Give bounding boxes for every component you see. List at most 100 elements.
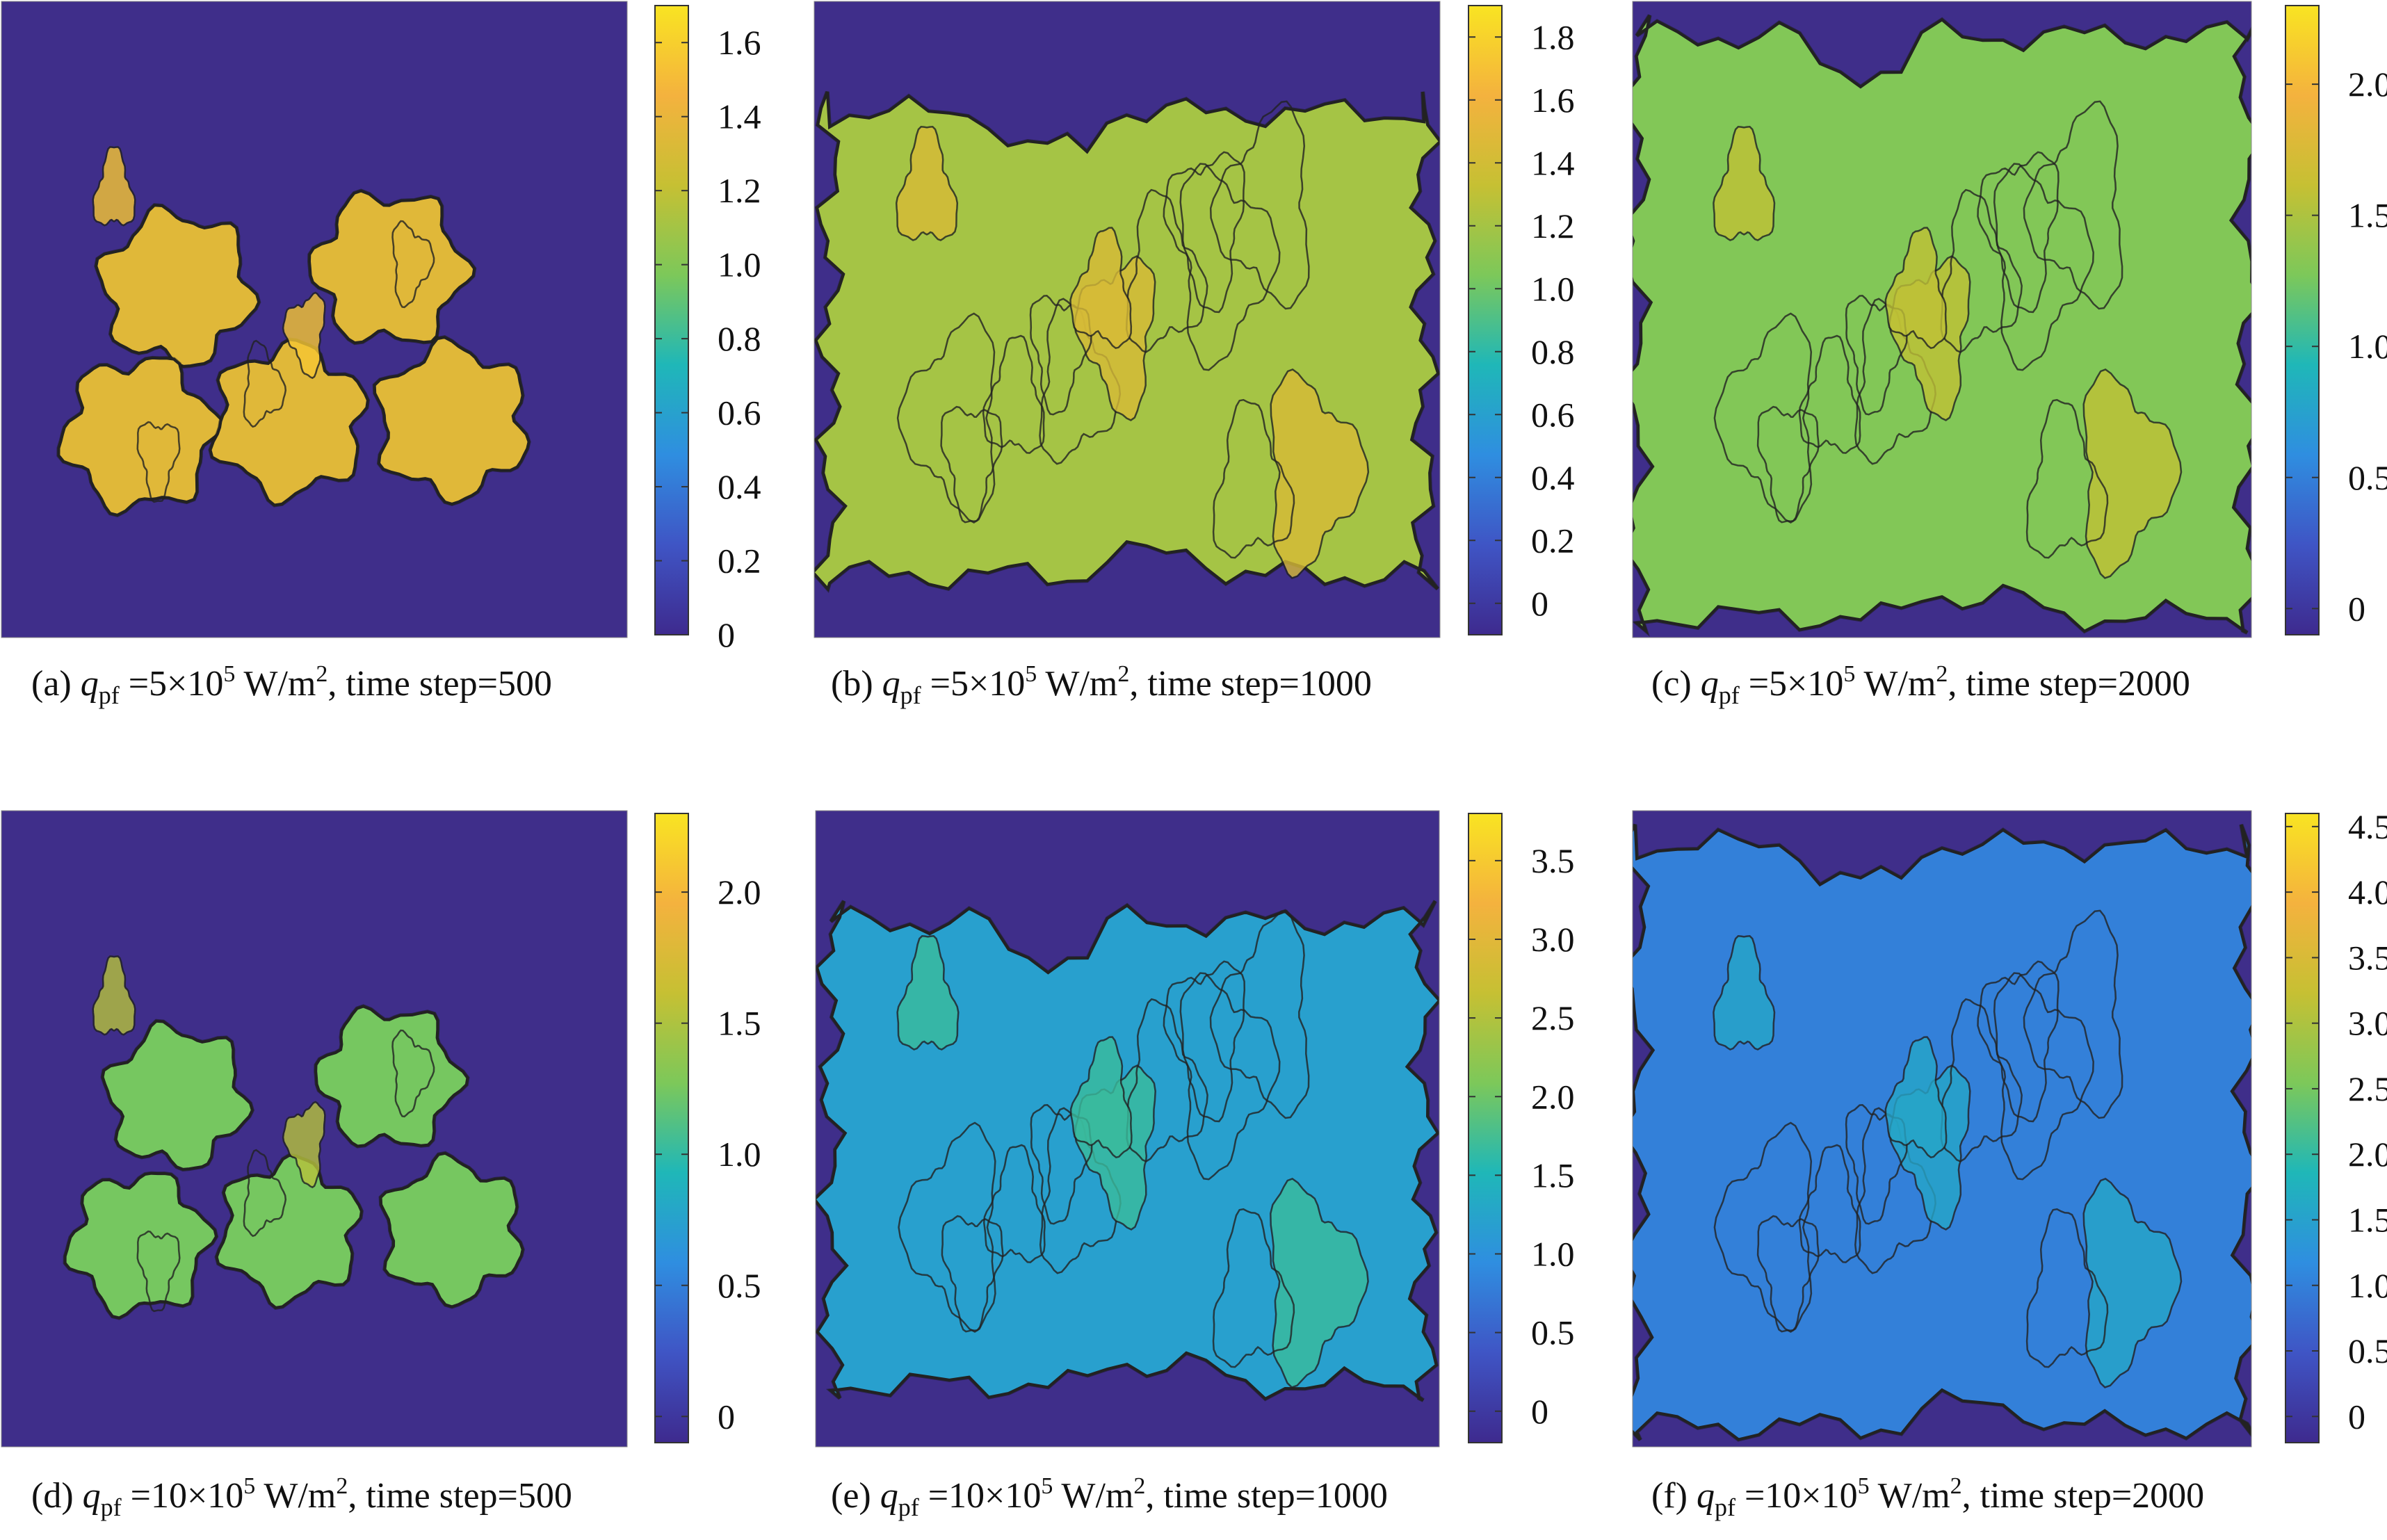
contour-line [1884,227,1948,350]
panel-caption: (e) qpf =10×105 W/m2, time step=1000 [831,1473,1388,1521]
panel-d: 0 0.5 1.0 1.5 2.0 (d) qpf =10×105 W/m2, time … [1,810,761,1521]
colorbar-tick-label: 0.4 [1531,458,1575,497]
colorbar-tick-label: 1.0 [718,1135,761,1174]
colorbar-tick-label: 0.5 [1531,1313,1575,1352]
contour-line [1993,972,2094,1181]
panel-c: 0 0.5 1.0 1.5 2.0 (c) qpf =5×105 W/m2, time s… [1632,1,2387,709]
contour-line [282,291,326,380]
panel-caption: (c) qpf =5×105 W/m2, time step=2000 [1651,661,2190,709]
panel-caption: (d) qpf =10×105 W/m2, time step=500 [31,1473,572,1521]
colorbar-tick-label: 0 [2348,1397,2365,1436]
contour-line [2025,398,2109,559]
colorbar-tick-label: 1.6 [1531,81,1575,120]
colorbar-tick-label: 1.4 [1531,143,1575,182]
colorbar-tick-label: 0.8 [1531,332,1575,371]
grain [101,1019,254,1171]
contour-line [1069,227,1133,350]
grain [209,338,369,507]
contour-line [1212,1208,1295,1368]
contour-line [1163,151,1245,314]
contour-line [1126,998,1208,1162]
colorbar-tick-label: 0.6 [1531,395,1575,434]
colorbar-tick-label: 1.0 [718,245,761,284]
contour-line [1209,909,1310,1119]
contour-line [2082,1177,2183,1388]
colorbar-tick-label: 2.0 [1531,1077,1575,1116]
phase-field [56,146,531,517]
colorbar-tick-label: 2.0 [718,873,761,911]
colorbar-tick-label: 0 [1531,1392,1548,1431]
contour-line [136,421,181,503]
panel-caption: (a) qpf =5×105 W/m2, time step=500 [31,661,552,709]
contour-line [2023,100,2123,310]
grain [307,189,476,345]
colorbar-tick-label: 3.5 [1531,841,1575,880]
contour-line [1756,405,1820,524]
panel-b: 0 0.2 0.4 0.6 0.8 1.0 1.2 1.4 1.6 1.8 (b) qpf =5×1… [814,1,1575,709]
colorbar-tick-label: 0.8 [718,319,761,358]
grain [63,1172,218,1320]
colorbar-tick-label: 1.0 [1531,1235,1575,1274]
colorbar-tick-label: 2.0 [2348,1135,2387,1174]
colorbar [2285,813,2320,1443]
contour-line [1713,312,1813,524]
plot-frame [815,810,1440,1448]
contour-line [982,334,1045,454]
colorbar-tick-label: 2.5 [2348,1069,2387,1108]
contour-line [982,1144,1046,1263]
contour-line [1125,188,1208,353]
contour-line [391,1029,435,1118]
plot-frame [1632,810,2252,1448]
contour-line [896,312,996,524]
contour-line [2025,1208,2109,1368]
plot-frame [814,1,1441,638]
panel-e: 0 0.5 1.0 1.5 2.0 2.5 3.0 3.5 (e) qpf =10×105 W/… [815,810,1575,1521]
contour-line [898,1121,996,1334]
contour-line [1884,1036,1948,1159]
contour-line [1163,960,1246,1123]
contour-line [391,220,435,309]
contour-line [243,1149,287,1238]
panel-caption: (f) qpf =10×105 W/m2, time step=2000 [1651,1473,2204,1521]
colorbar-tick-label: 1.5 [2348,196,2387,235]
colorbar-tick-label: 0.5 [2348,458,2387,497]
contour-line [2023,909,2123,1119]
grain [373,336,531,505]
contour-line [1069,1036,1133,1159]
colorbar [1468,5,1503,635]
colorbar [2285,5,2320,635]
colorbar-tick-label: 0.5 [718,1266,761,1305]
colorbar-tick-label: 1.0 [2348,327,2387,366]
colorbar-tick-label: 1.5 [2348,1200,2387,1239]
colorbar-tick-label: 1.5 [718,1004,761,1043]
colorbar-tick-label: 2.5 [1531,998,1575,1037]
contour-line [1940,188,2023,353]
grain [314,1005,469,1148]
contour-line [896,935,960,1051]
colorbar-tick-label: 1.5 [1531,1156,1575,1194]
contour-line [1270,368,1370,579]
colorbar-tick-label: 1.8 [1531,17,1575,56]
panel-a: 0 0.2 0.4 0.6 0.8 1.0 1.2 1.4 1.6 (a) qpf =5×105 … [1,1,761,709]
contour-line [941,1215,1004,1333]
contour-line [2082,368,2183,579]
colorbar-tick-label: 4.5 [2348,807,2387,846]
contour-line [1270,1177,1369,1388]
colorbar-tick-label: 0 [2348,589,2365,628]
contour-line [92,146,136,227]
contour-line [1977,960,2060,1123]
contour-line [1940,998,2023,1162]
contour-line [1798,334,1861,454]
grain [95,204,261,368]
colorbar-tick-label: 3.5 [2348,938,2387,977]
phase-field [1633,14,2251,638]
plot-frame [1632,1,2252,638]
colorbar-tick-label: 3.0 [1531,920,1575,959]
contour-line [1993,163,2094,371]
grain [379,1151,524,1308]
contour-line [1179,972,1281,1181]
phase-field [63,955,525,1320]
plot-frame [1,810,628,1448]
phase-field [814,90,1440,594]
